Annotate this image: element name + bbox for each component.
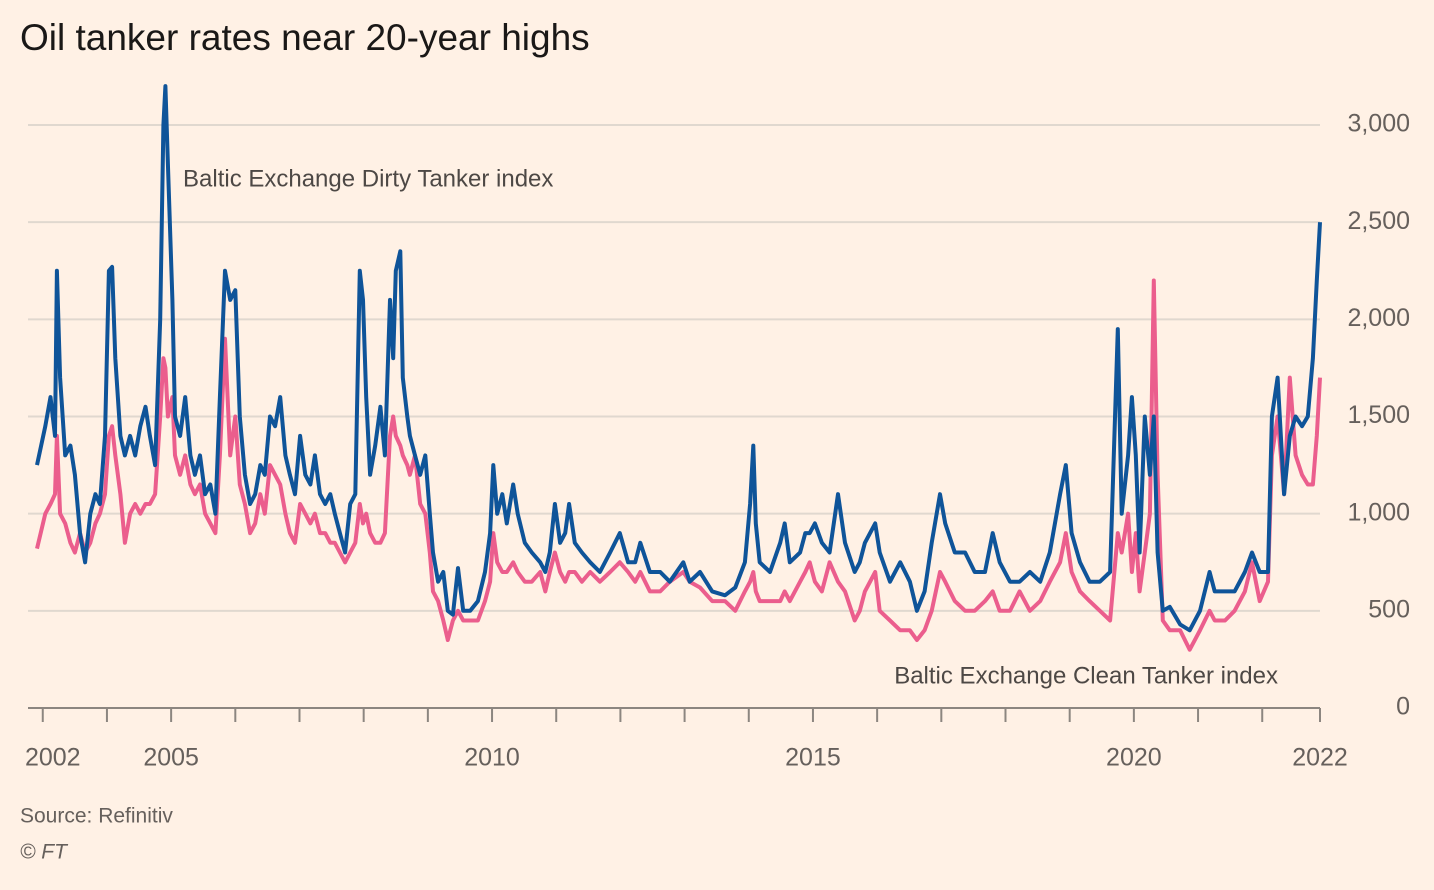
x-tick-label: 2022 (1292, 744, 1348, 772)
y-tick-label: 2,000 (1347, 304, 1410, 332)
source: Source: Refinitiv (20, 805, 173, 828)
y-tick-label: 500 (1368, 595, 1410, 623)
x-tick-label: 2002 (25, 744, 81, 772)
series-line (35, 278, 1322, 652)
x-tick-label: 2005 (143, 744, 199, 772)
series-line (35, 84, 1322, 633)
y-tick-label: 0 (1396, 693, 1410, 721)
x-tick-label: 2020 (1106, 744, 1162, 772)
x-tick-label: 2015 (785, 744, 841, 772)
annotation: Baltic Exchange Dirty Tanker index (183, 165, 553, 192)
y-tick-label: 1,500 (1347, 401, 1410, 429)
y-tick-label: 2,500 (1347, 207, 1410, 235)
chart-title: Oil tanker rates near 20-year highs (20, 17, 590, 58)
x-tick-label: 2010 (464, 744, 520, 772)
credit: © FT (20, 841, 69, 864)
y-tick-label: 1,000 (1347, 498, 1410, 526)
y-tick-label: 3,000 (1347, 110, 1410, 138)
annotation: Baltic Exchange Clean Tanker index (894, 662, 1278, 689)
